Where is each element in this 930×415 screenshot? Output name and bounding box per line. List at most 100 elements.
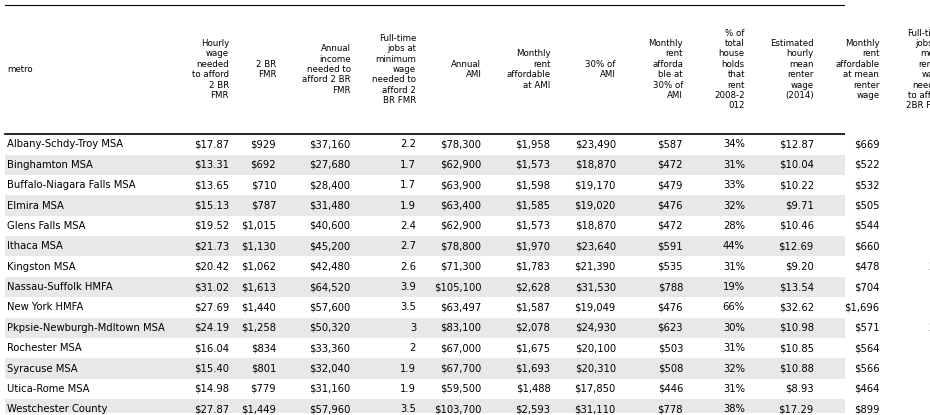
Text: $2,593: $2,593 xyxy=(515,404,551,414)
Text: $17,850: $17,850 xyxy=(575,384,616,394)
Text: Syracuse MSA: Syracuse MSA xyxy=(7,364,78,374)
Text: 31%: 31% xyxy=(723,160,745,170)
Text: $1,258: $1,258 xyxy=(241,323,276,333)
FancyBboxPatch shape xyxy=(5,297,930,317)
Text: $1,488: $1,488 xyxy=(516,384,551,394)
FancyBboxPatch shape xyxy=(5,256,930,277)
Text: $544: $544 xyxy=(854,221,879,231)
Text: 31%: 31% xyxy=(723,343,745,353)
Text: 1.7: 1.7 xyxy=(929,241,930,251)
Text: $692: $692 xyxy=(250,160,276,170)
Text: 66%: 66% xyxy=(723,303,745,312)
Text: $15.40: $15.40 xyxy=(193,364,229,374)
Text: $63,900: $63,900 xyxy=(440,180,482,190)
Text: $8.93: $8.93 xyxy=(785,384,814,394)
Text: Westchester County: Westchester County xyxy=(7,404,108,414)
Text: $9.20: $9.20 xyxy=(785,261,814,272)
Text: $57,600: $57,600 xyxy=(310,303,351,312)
Text: 2.2: 2.2 xyxy=(929,261,930,272)
Text: $20.42: $20.42 xyxy=(193,261,229,272)
Text: $17.87: $17.87 xyxy=(193,139,229,149)
Text: 1.3: 1.3 xyxy=(929,160,930,170)
Text: $45,200: $45,200 xyxy=(310,241,351,251)
Text: 1.7: 1.7 xyxy=(400,180,416,190)
Text: $63,400: $63,400 xyxy=(441,200,482,210)
Text: Full-time
jobs at
minimum
wage
needed to
afford 2
BR FMR: Full-time jobs at minimum wage needed to… xyxy=(372,34,416,105)
Text: Nassau-Suffolk HMFA: Nassau-Suffolk HMFA xyxy=(7,282,113,292)
Text: Full-time
jobs at
mean
renter
wage
needed
to afford
2BR FMR: Full-time jobs at mean renter wage neede… xyxy=(906,29,930,110)
Text: $10.46: $10.46 xyxy=(778,221,814,231)
Text: New York HMFA: New York HMFA xyxy=(7,303,84,312)
Text: $505: $505 xyxy=(854,200,879,210)
Text: Annual
AMI: Annual AMI xyxy=(451,60,482,79)
Text: $1,587: $1,587 xyxy=(515,303,551,312)
Text: $33,360: $33,360 xyxy=(310,343,351,353)
Text: $566: $566 xyxy=(854,364,879,374)
Text: $1,130: $1,130 xyxy=(241,241,276,251)
Text: $23,490: $23,490 xyxy=(575,139,616,149)
Text: Utica-Rome MSA: Utica-Rome MSA xyxy=(7,384,90,394)
Text: $1,783: $1,783 xyxy=(515,261,551,272)
Text: $20,310: $20,310 xyxy=(575,364,616,374)
FancyBboxPatch shape xyxy=(5,399,930,415)
Text: 1.6: 1.6 xyxy=(929,200,930,210)
Text: $12.87: $12.87 xyxy=(778,139,814,149)
Text: $2,628: $2,628 xyxy=(515,282,551,292)
Text: $18,870: $18,870 xyxy=(575,221,616,231)
Text: % of
total
house
holds
that
rent
2008-2
012: % of total house holds that rent 2008-2 … xyxy=(714,29,745,110)
Text: $42,480: $42,480 xyxy=(310,261,351,272)
Text: 1.5: 1.5 xyxy=(929,343,930,353)
Text: $929: $929 xyxy=(250,139,276,149)
Text: $1,015: $1,015 xyxy=(241,221,276,231)
Text: $31,530: $31,530 xyxy=(575,282,616,292)
Text: 2.4: 2.4 xyxy=(400,221,416,231)
Text: $2,078: $2,078 xyxy=(515,323,551,333)
Text: $587: $587 xyxy=(658,139,683,149)
Text: $23,640: $23,640 xyxy=(575,241,616,251)
Text: $472: $472 xyxy=(658,160,683,170)
Text: $19.52: $19.52 xyxy=(193,221,229,231)
Text: $834: $834 xyxy=(251,343,276,353)
Text: $13.31: $13.31 xyxy=(193,160,229,170)
Text: $787: $787 xyxy=(250,200,276,210)
FancyBboxPatch shape xyxy=(5,216,930,236)
Text: $19,049: $19,049 xyxy=(575,303,616,312)
Text: 0.8: 0.8 xyxy=(929,303,930,312)
Text: Monthly
rent
affordable
at AMI: Monthly rent affordable at AMI xyxy=(506,49,551,90)
Text: $9.71: $9.71 xyxy=(785,200,814,210)
Text: 38%: 38% xyxy=(723,404,745,414)
Text: $62,900: $62,900 xyxy=(440,160,482,170)
Text: 31%: 31% xyxy=(723,384,745,394)
Text: $704: $704 xyxy=(854,282,879,292)
Text: $32,040: $32,040 xyxy=(310,364,351,374)
Text: $15.13: $15.13 xyxy=(193,200,229,210)
Text: $899: $899 xyxy=(854,404,879,414)
Text: $40,600: $40,600 xyxy=(310,221,351,231)
FancyBboxPatch shape xyxy=(5,358,930,379)
Text: $801: $801 xyxy=(251,364,276,374)
Text: $508: $508 xyxy=(658,364,683,374)
Text: $535: $535 xyxy=(658,261,683,272)
Text: Annual
income
needed to
afford 2 BR
FMR: Annual income needed to afford 2 BR FMR xyxy=(302,44,351,95)
FancyBboxPatch shape xyxy=(5,236,930,256)
Text: Monthly
rent
affordable
at mean
renter
wage: Monthly rent affordable at mean renter w… xyxy=(835,39,879,100)
Text: 33%: 33% xyxy=(723,180,745,190)
Text: $591: $591 xyxy=(658,241,683,251)
Text: 2.6: 2.6 xyxy=(400,261,416,272)
Text: $21,390: $21,390 xyxy=(575,261,616,272)
Text: $532: $532 xyxy=(854,180,879,190)
Text: 34%: 34% xyxy=(723,139,745,149)
Text: 1.9: 1.9 xyxy=(400,364,416,374)
Text: Buffalo-Niagara Falls MSA: Buffalo-Niagara Falls MSA xyxy=(7,180,136,190)
Text: $50,320: $50,320 xyxy=(310,323,351,333)
Text: $12.69: $12.69 xyxy=(778,241,814,251)
Text: 32%: 32% xyxy=(723,364,745,374)
Text: $1,449: $1,449 xyxy=(241,404,276,414)
Text: $571: $571 xyxy=(854,323,879,333)
Text: $522: $522 xyxy=(854,160,879,170)
Text: Pkpsie-Newburgh-Mdltown MSA: Pkpsie-Newburgh-Mdltown MSA xyxy=(7,323,166,333)
Text: $1,598: $1,598 xyxy=(515,180,551,190)
Text: $27,680: $27,680 xyxy=(310,160,351,170)
Text: $623: $623 xyxy=(658,323,683,333)
Text: 28%: 28% xyxy=(723,221,745,231)
